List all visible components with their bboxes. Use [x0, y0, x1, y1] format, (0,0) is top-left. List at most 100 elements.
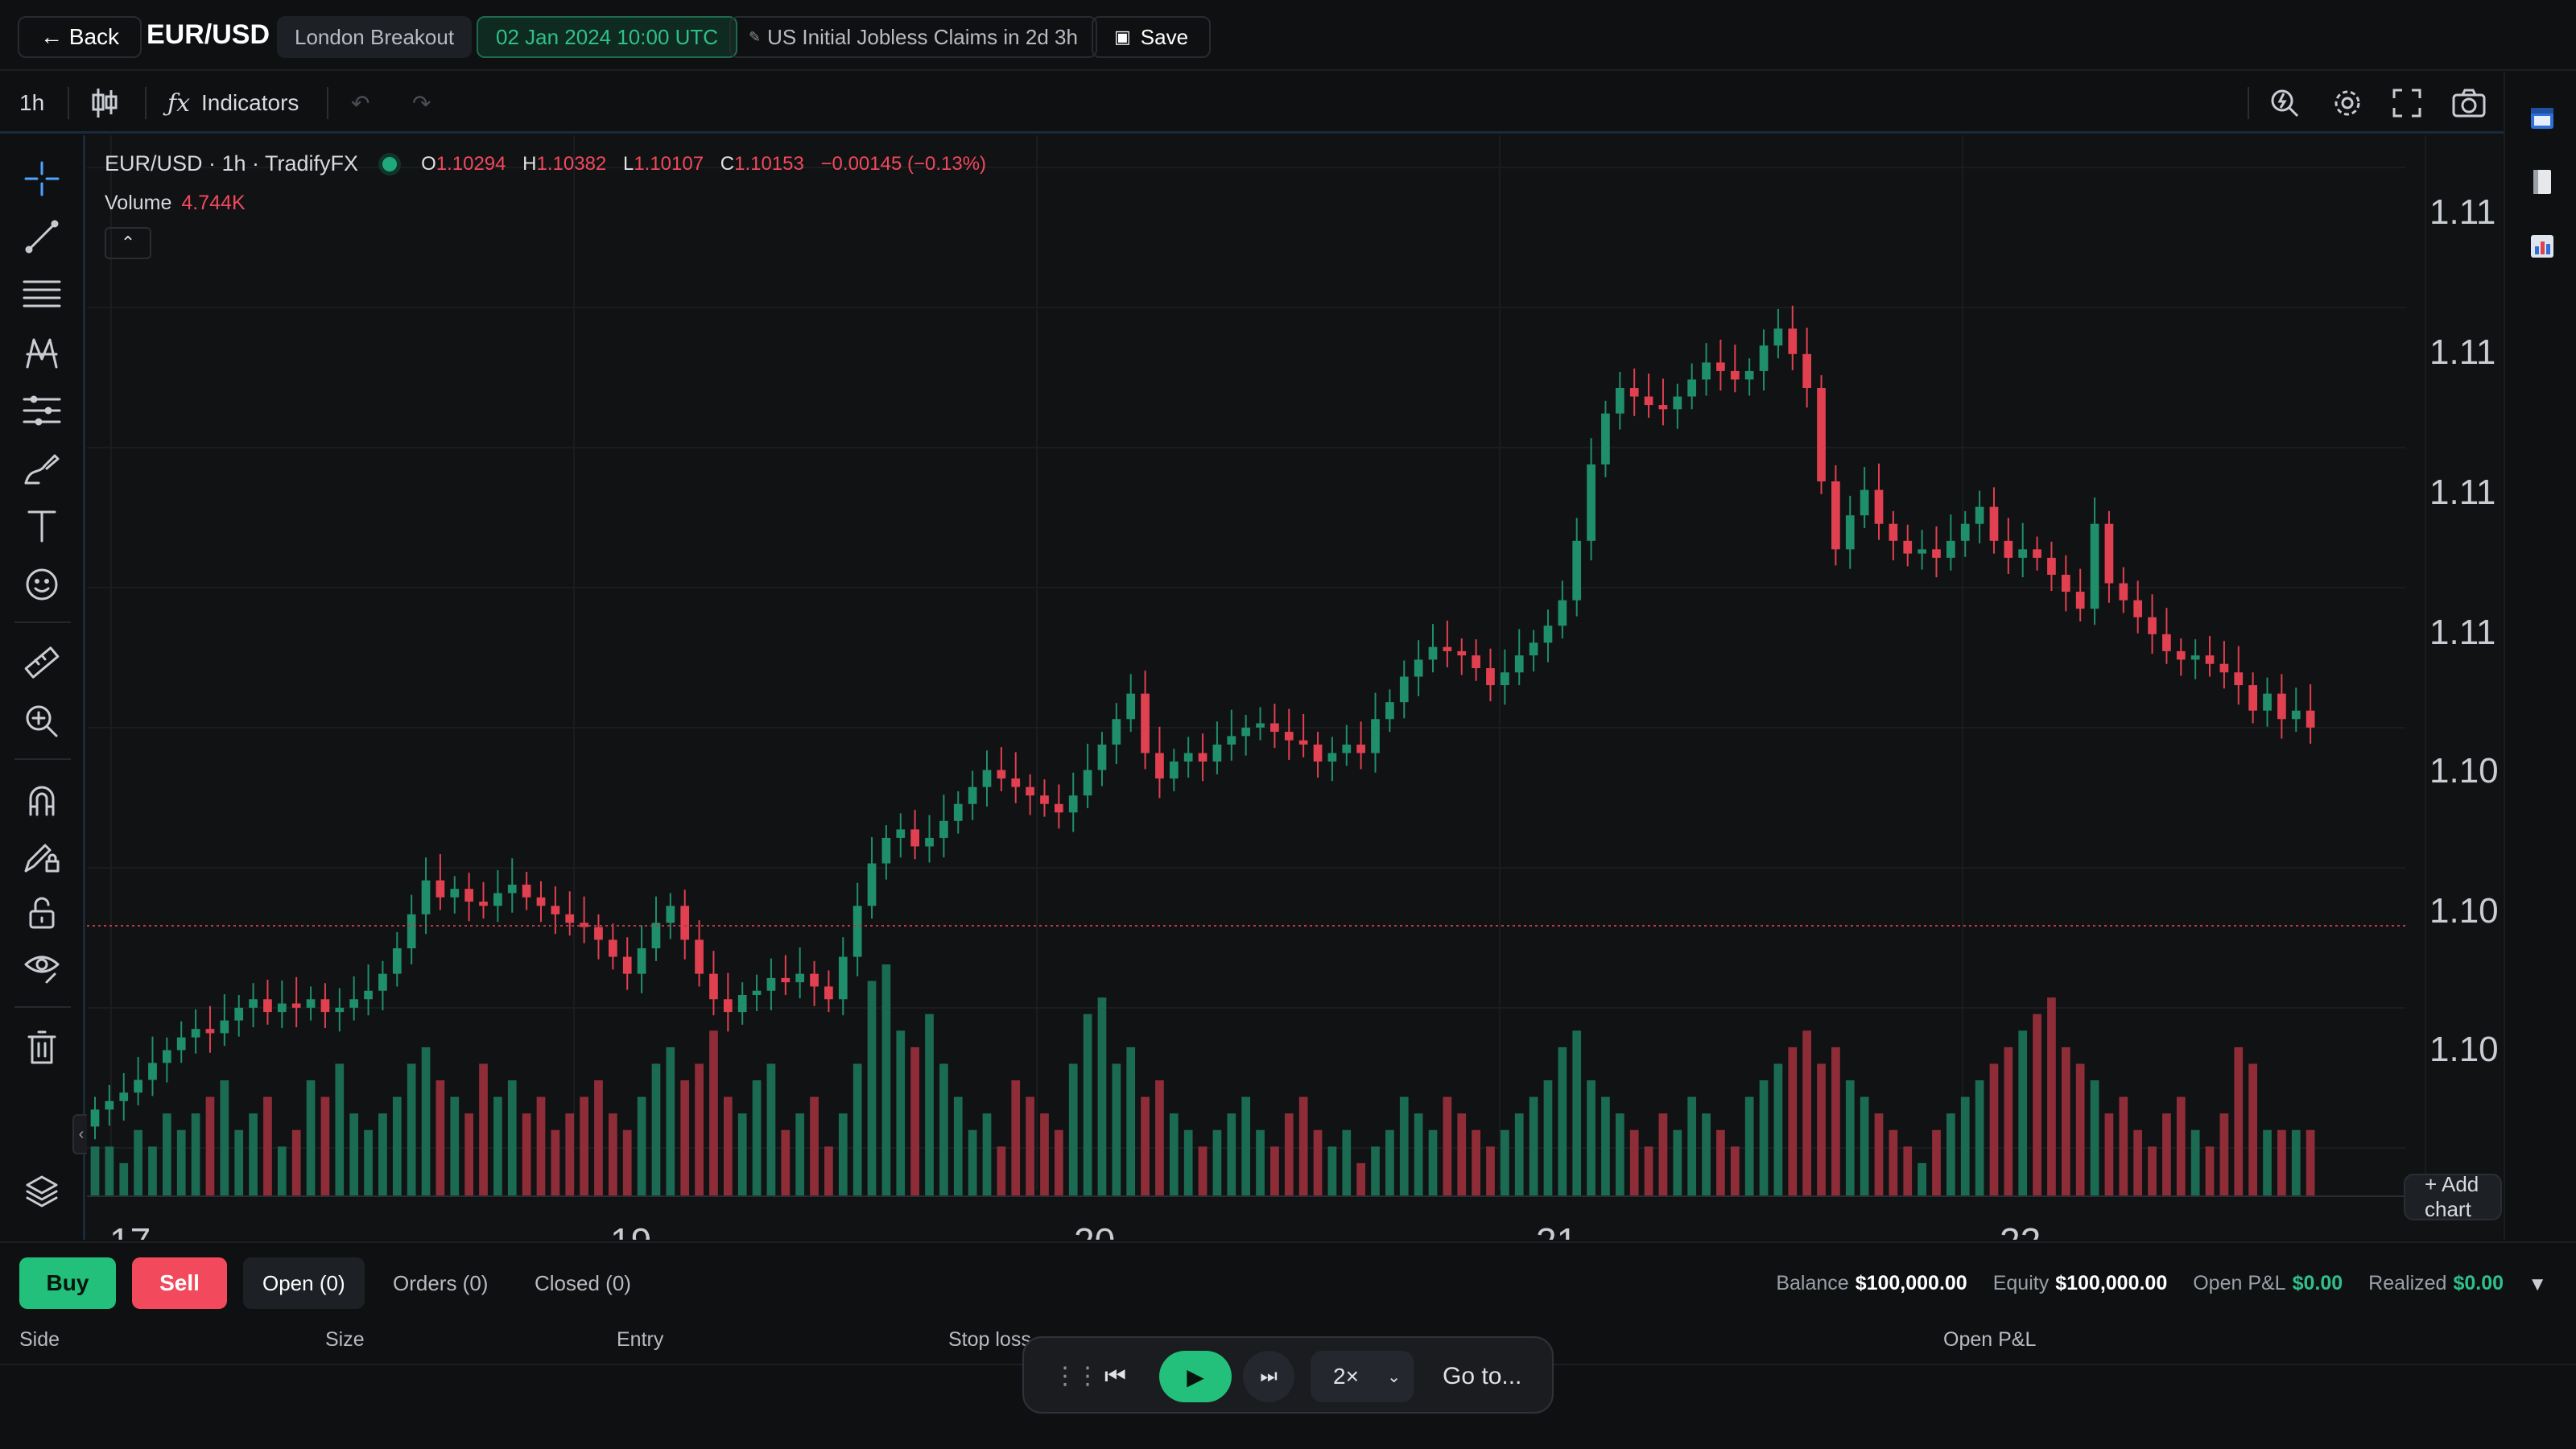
fullscreen-icon: [2392, 89, 2421, 118]
volume-bar: [1313, 1129, 1323, 1196]
goto-button[interactable]: Go to...: [1443, 1363, 1522, 1389]
price-tick-label: 1.11: [2429, 473, 2496, 512]
step-back-button[interactable]: ⏮: [1104, 1338, 1126, 1415]
magnet-tool[interactable]: [14, 776, 69, 824]
redo-button[interactable]: ↷: [412, 72, 431, 134]
volume-bar: [1371, 1146, 1380, 1196]
trend-line-tool[interactable]: [14, 213, 69, 261]
calendar-button[interactable]: [2526, 101, 2558, 134]
fullscreen-button[interactable]: [2392, 72, 2421, 134]
volume-bar: [896, 1030, 906, 1196]
brush-tool[interactable]: [14, 444, 69, 493]
candle-body: [364, 990, 373, 1000]
unlock-icon: [29, 897, 55, 929]
statistics-button[interactable]: [2526, 230, 2558, 262]
tab-closed[interactable]: Closed (0): [535, 1270, 631, 1295]
tab-open-positions[interactable]: Open (0): [243, 1257, 365, 1309]
tab-orders[interactable]: Orders (0): [393, 1270, 489, 1295]
back-button[interactable]: ← Back: [18, 16, 142, 58]
candle-body: [1644, 396, 1653, 406]
horizontal-lines-tool[interactable]: [14, 270, 69, 319]
volume-bar: [2205, 1146, 2215, 1196]
volume-bar: [982, 1113, 992, 1196]
column-header-side[interactable]: Side: [19, 1328, 60, 1351]
delete-drawings-tool[interactable]: [14, 1024, 69, 1072]
legend-title[interactable]: EUR/USD · 1h · TradifyFX: [105, 151, 359, 175]
add-chart-button[interactable]: + Add chart: [2404, 1172, 2502, 1221]
column-header-entry[interactable]: Entry: [617, 1328, 664, 1351]
ruler-tool[interactable]: [14, 639, 69, 687]
pattern-tool[interactable]: [14, 328, 69, 377]
screenshot-button[interactable]: [2452, 72, 2486, 134]
settings-button[interactable]: [2331, 72, 2363, 134]
chart-type-button[interactable]: [90, 72, 119, 134]
speed-select[interactable]: 2× ⌄: [1311, 1351, 1414, 1402]
volume-bar: [1327, 1146, 1337, 1196]
speed-value: 2×: [1333, 1364, 1359, 1389]
candle-body: [896, 829, 906, 838]
emoji-tool[interactable]: [14, 560, 69, 609]
top-bar: ← Back EUR/USD London Breakout 02 Jan 20…: [0, 0, 2576, 71]
undo-button[interactable]: ↶: [351, 72, 369, 134]
column-header-open-pnl[interactable]: Open P&L: [1943, 1328, 2037, 1351]
change-value: −0.00145 (−0.13%): [820, 152, 987, 175]
panel-toggle-button[interactable]: ▼: [2528, 1274, 2547, 1296]
layers-tool[interactable]: [14, 1167, 69, 1216]
candle-body: [1587, 464, 1596, 541]
crosshair-tool[interactable]: [14, 155, 69, 203]
lock-drawings-tool[interactable]: [14, 832, 69, 881]
text-tool[interactable]: [14, 502, 69, 551]
skip-back-icon: ⏮: [1104, 1363, 1126, 1389]
time-tick-label: 19: [610, 1220, 651, 1240]
candle-body: [1874, 489, 1884, 524]
sell-button[interactable]: Sell: [132, 1257, 227, 1309]
volume-bar: [263, 1096, 272, 1196]
candle-body: [320, 999, 330, 1013]
save-button[interactable]: ▣ Save: [1092, 16, 1212, 58]
candle-body: [651, 923, 661, 948]
replay-date-badge[interactable]: 02 Jan 2024 10:00 UTC: [477, 16, 738, 58]
unlock-tool[interactable]: [14, 889, 69, 937]
volume-bar: [925, 1013, 934, 1196]
column-header-stop-loss[interactable]: Stop loss: [948, 1328, 1031, 1351]
chart-area[interactable]: 1.11 1.11 1.11 1.11 1.10 1.10 1.10 17 19 20 21 22 E…: [87, 135, 2502, 1240]
volume-bar: [205, 1096, 215, 1196]
zoom-tool[interactable]: [14, 697, 69, 745]
brush-icon: [24, 454, 60, 485]
column-header-size[interactable]: Size: [325, 1328, 365, 1351]
candle-body: [479, 902, 488, 906]
symbol-title[interactable]: EUR/USD: [147, 19, 270, 50]
candlestick-chart[interactable]: 1.11 1.11 1.11 1.11 1.10 1.10 1.10 17 19 20 21 22: [87, 135, 2502, 1240]
buy-button[interactable]: Buy: [19, 1257, 116, 1309]
volume-bar: [1601, 1096, 1610, 1196]
volume-bar: [709, 1030, 718, 1196]
visibility-tool[interactable]: [14, 943, 69, 992]
notes-button[interactable]: [2526, 166, 2558, 198]
low-value: 1.10107: [634, 152, 704, 175]
candle-body: [1183, 753, 1193, 762]
step-forward-button[interactable]: ⏭: [1243, 1351, 1294, 1402]
drag-handle-icon[interactable]: ⋮⋮: [1053, 1363, 1100, 1389]
candle-body: [1313, 744, 1323, 762]
caret-down-icon: ▼: [2528, 1274, 2547, 1295]
candle-body: [1918, 549, 1926, 554]
volume-bar: [637, 1096, 646, 1196]
candle-body: [1198, 753, 1208, 762]
volume-bar: [90, 1146, 100, 1196]
indicators-button[interactable]: ƒx Indicators: [167, 72, 299, 134]
volume-label: Volume: [105, 192, 172, 214]
quick-search-button[interactable]: [2268, 72, 2301, 134]
candle-body: [1788, 328, 1798, 354]
volume-bar: [306, 1080, 316, 1196]
candle-body: [1932, 549, 1941, 558]
candle-body: [867, 863, 877, 906]
play-button[interactable]: ▶: [1159, 1351, 1232, 1402]
smiley-icon: [26, 568, 58, 601]
forecast-tool[interactable]: [14, 386, 69, 435]
candle-body: [2277, 693, 2286, 720]
news-badge[interactable]: ✎ US Initial Jobless Claims in 2d 3h: [729, 16, 1097, 58]
price-tick-label: 1.10: [2429, 891, 2499, 931]
collapse-legend-button[interactable]: ⌃: [105, 227, 151, 259]
indicators-label: Indicators: [201, 90, 299, 115]
interval-button[interactable]: 1h: [19, 90, 45, 115]
